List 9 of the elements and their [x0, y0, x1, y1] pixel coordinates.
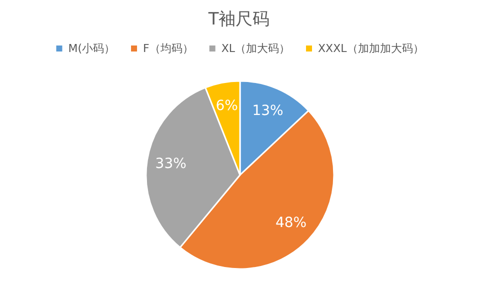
data-label: 6% — [216, 98, 238, 114]
data-label: 33% — [155, 156, 186, 172]
legend-label: M(小码） — [68, 42, 116, 55]
legend-label: XXXL（加加加大码） — [318, 42, 424, 55]
data-label: 13% — [252, 102, 284, 119]
legend-label: XL（加大码） — [221, 42, 290, 55]
legend-label: F（均码） — [143, 42, 194, 55]
data-label: 48% — [275, 214, 307, 231]
chart-title: T袖尺码 — [207, 10, 270, 30]
